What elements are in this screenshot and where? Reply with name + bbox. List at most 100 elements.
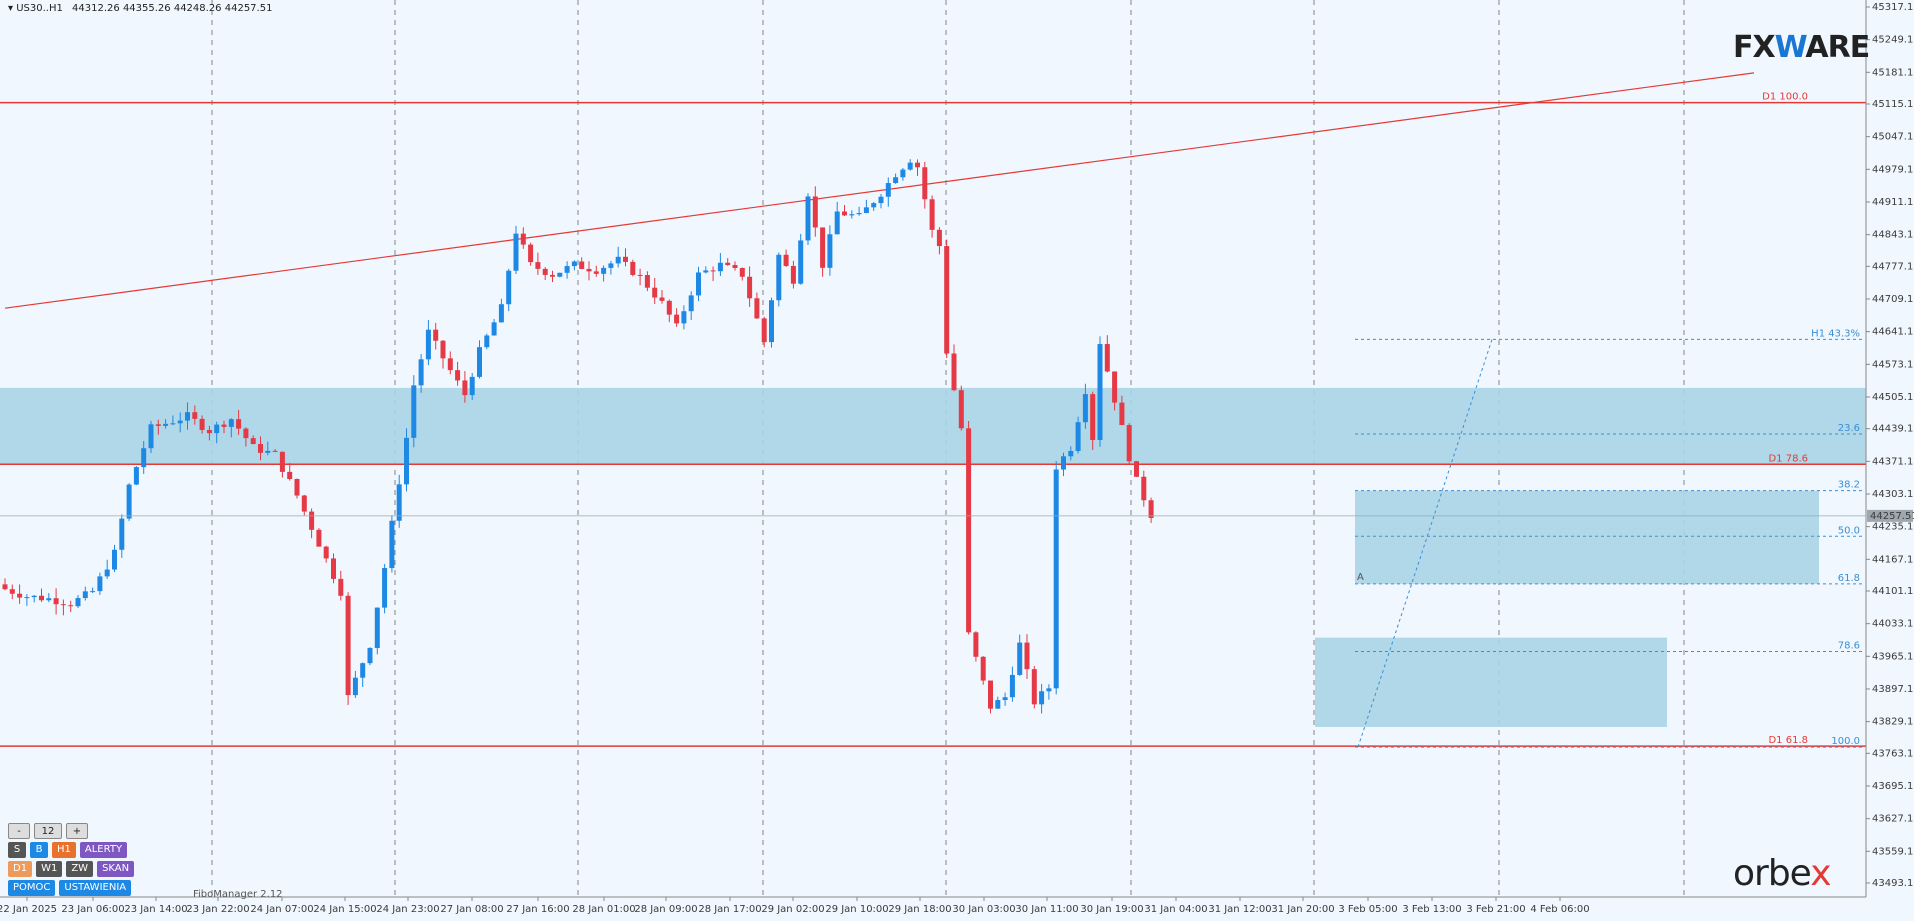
level-label: D1 78.6: [1768, 453, 1808, 464]
candle-body: [345, 595, 351, 696]
price-tick-label: 44167.10: [1872, 554, 1914, 565]
current-price-label: 44257.51: [1870, 511, 1914, 522]
candle-body: [710, 270, 716, 272]
candle-body: [112, 549, 117, 570]
candle-body: [455, 370, 461, 381]
zw-button[interactable]: ZW: [66, 861, 94, 877]
candle-body: [506, 270, 512, 305]
candle-body: [842, 211, 847, 216]
d1-button[interactable]: D1: [8, 861, 33, 877]
candle-body: [1097, 344, 1103, 441]
candle-body: [90, 591, 96, 593]
candle-body: [863, 207, 869, 214]
price-tick-label: 44843.10: [1872, 230, 1914, 241]
alerts-button[interactable]: ALERTY: [79, 842, 128, 858]
candle-body: [688, 295, 694, 312]
trendline[interactable]: [4, 72, 1755, 309]
candle-body: [520, 233, 526, 245]
price-tick-label: 43897.10: [1872, 684, 1914, 695]
decrease-button[interactable]: -: [8, 823, 30, 839]
candle-body: [119, 518, 125, 550]
price-tick-label: 44777.10: [1872, 261, 1914, 272]
price-axis[interactable]: 45317.10 45249.10 45181.10 45115.10 45047.10…: [0, 0, 1914, 897]
candle-body: [907, 162, 913, 170]
candle-body: [776, 254, 782, 301]
candle-body: [1061, 456, 1066, 470]
time-tick-label: 30 Jan 19:00: [1080, 904, 1143, 915]
time-tick-label: 30 Jan 03:00: [952, 904, 1015, 915]
dropdown-triangle-icon[interactable]: ▾: [8, 3, 14, 14]
candle-body: [265, 450, 271, 453]
price-tick-label: 44911.10: [1872, 197, 1914, 208]
candle-body: [279, 451, 285, 472]
candle-body: [170, 423, 176, 425]
price-tick-label: 45317.10: [1872, 2, 1914, 13]
help-button[interactable]: POMOC: [8, 880, 56, 896]
price-tick-label: 44101.10: [1872, 586, 1914, 597]
candle-body: [1126, 425, 1132, 462]
candle-body: [2, 584, 8, 590]
candle-body: [199, 418, 205, 430]
level-label: D1 61.8: [1768, 735, 1808, 746]
time-tick-label: 28 Jan 17:00: [698, 904, 761, 915]
candle-body: [97, 576, 103, 592]
candle-body: [309, 511, 315, 530]
candle-body: [250, 438, 256, 445]
candle-body: [462, 380, 468, 396]
candle-body: [148, 424, 154, 449]
candle-body: [425, 329, 431, 360]
scan-button[interactable]: SKAN: [97, 861, 135, 877]
price-tick-label: 44709.10: [1872, 294, 1914, 305]
candle-body: [1017, 642, 1023, 675]
candle-body: [637, 274, 643, 276]
candle-body: [769, 300, 774, 343]
candle-body: [338, 578, 344, 596]
buy-button[interactable]: B: [30, 842, 48, 858]
h1-button[interactable]: H1: [52, 842, 76, 858]
candle-body: [747, 276, 753, 299]
candle-body: [294, 479, 300, 496]
price-tick-label: 44033.10: [1872, 619, 1914, 630]
candle-body: [316, 529, 322, 547]
price-tick-label: 45047.10: [1872, 132, 1914, 143]
zone-rect: [0, 387, 1866, 465]
price-tick-label: 43493.10: [1872, 878, 1914, 889]
settings-button[interactable]: USTAWIENIA: [59, 880, 132, 896]
candle-body: [24, 597, 30, 599]
sell-button[interactable]: S: [8, 842, 26, 858]
time-tick-label: 28 Jan 09:00: [634, 904, 697, 915]
candle-body: [739, 267, 745, 277]
time-tick-label: 23 Jan 06:00: [61, 904, 124, 915]
candle-body: [798, 240, 804, 284]
candle-body: [1082, 394, 1088, 423]
candle-body: [820, 227, 826, 268]
time-tick-label: 3 Feb 13:00: [1402, 904, 1461, 915]
candle-body: [1119, 402, 1125, 426]
candle-body: [75, 598, 81, 607]
candle-body: [593, 271, 599, 274]
candle-body: [623, 256, 628, 262]
candle-body: [1046, 688, 1052, 692]
candle-body: [980, 656, 986, 681]
candle-body: [192, 412, 198, 419]
candle-body: [871, 203, 877, 208]
candle-body: [725, 262, 731, 266]
price-tick-label: 43695.10: [1872, 781, 1914, 792]
candle-body: [323, 546, 329, 559]
candle-body: [666, 300, 672, 315]
candle-body: [856, 213, 862, 215]
increase-button[interactable]: +: [66, 823, 88, 839]
candle-body: [812, 196, 818, 228]
candle-body: [528, 244, 534, 263]
time-tick-label: 22 Jan 2025: [0, 904, 57, 915]
w1-button[interactable]: W1: [36, 861, 63, 877]
price-tick-label: 44303.10: [1872, 489, 1914, 500]
candle-body: [988, 680, 993, 709]
candle-body: [411, 385, 417, 438]
time-tick-label: 4 Feb 06:00: [1530, 904, 1589, 915]
candle-body: [834, 211, 840, 235]
period-value[interactable]: 12: [34, 823, 62, 839]
price-tick-label: 44979.10: [1872, 164, 1914, 175]
